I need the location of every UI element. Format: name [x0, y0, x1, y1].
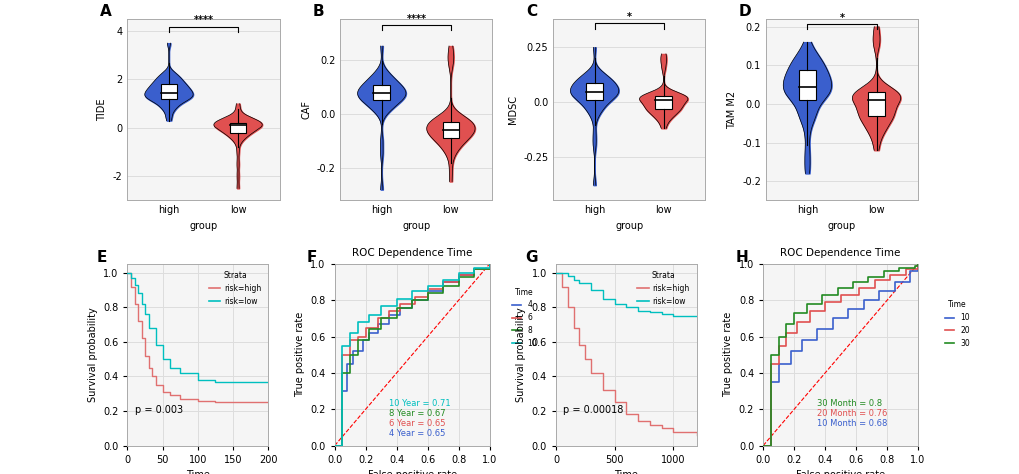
Legend: risk=high, risk=low: risk=high, risk=low [206, 268, 264, 309]
FancyBboxPatch shape [586, 83, 602, 100]
Text: F: F [307, 249, 317, 264]
X-axis label: group: group [614, 221, 643, 231]
Text: G: G [525, 249, 537, 264]
X-axis label: False positive rate: False positive rate [367, 470, 457, 474]
Text: H: H [735, 249, 747, 264]
Text: 8 Year = 0.67: 8 Year = 0.67 [388, 409, 445, 418]
Text: D: D [738, 4, 751, 19]
Y-axis label: Survival probability: Survival probability [516, 308, 526, 402]
X-axis label: Time: Time [185, 470, 210, 474]
Text: 4 Year = 0.65: 4 Year = 0.65 [388, 428, 445, 438]
Text: ****: **** [194, 16, 213, 26]
X-axis label: group: group [190, 221, 217, 231]
Text: A: A [100, 4, 112, 19]
Y-axis label: TAM M2: TAM M2 [726, 91, 736, 129]
Text: p = 0.00018: p = 0.00018 [562, 405, 623, 415]
FancyBboxPatch shape [373, 85, 389, 100]
FancyBboxPatch shape [229, 123, 247, 133]
FancyBboxPatch shape [655, 95, 672, 109]
Text: 20 Month = 0.76: 20 Month = 0.76 [816, 409, 887, 418]
Title: ROC Dependence Time: ROC Dependence Time [352, 248, 472, 258]
FancyBboxPatch shape [867, 92, 883, 116]
X-axis label: Time: Time [613, 470, 638, 474]
Title: ROC Dependence Time: ROC Dependence Time [780, 248, 900, 258]
Text: C: C [525, 4, 536, 19]
Text: E: E [97, 249, 107, 264]
Text: 10 Year = 0.71: 10 Year = 0.71 [388, 399, 450, 408]
Text: p = 0.003: p = 0.003 [135, 405, 182, 415]
Text: 30 Month = 0.8: 30 Month = 0.8 [816, 399, 881, 408]
Text: *: * [626, 12, 631, 22]
X-axis label: group: group [401, 221, 430, 231]
X-axis label: False positive rate: False positive rate [795, 470, 884, 474]
Y-axis label: CAF: CAF [301, 100, 311, 119]
FancyBboxPatch shape [161, 84, 177, 99]
Legend: risk=high, risk=low: risk=high, risk=low [634, 268, 692, 309]
X-axis label: group: group [827, 221, 855, 231]
Text: ****: **** [406, 14, 426, 24]
Legend: 4, 6, 8, 10: 4, 6, 8, 10 [508, 284, 539, 351]
Y-axis label: MDSC: MDSC [507, 95, 517, 124]
Y-axis label: True positive rate: True positive rate [294, 312, 305, 397]
FancyBboxPatch shape [442, 122, 459, 138]
FancyBboxPatch shape [798, 70, 815, 100]
Y-axis label: True positive rate: True positive rate [722, 312, 733, 397]
Text: B: B [313, 4, 324, 19]
Y-axis label: TIDE: TIDE [97, 99, 107, 121]
Text: 10 Month = 0.68: 10 Month = 0.68 [816, 419, 887, 428]
Y-axis label: Survival probability: Survival probability [88, 308, 98, 402]
Legend: 10, 20, 30: 10, 20, 30 [941, 297, 972, 351]
Text: 6 Year = 0.65: 6 Year = 0.65 [388, 419, 445, 428]
Text: *: * [839, 13, 844, 23]
